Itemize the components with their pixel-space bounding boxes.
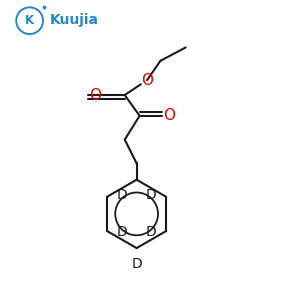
Text: K: K bbox=[25, 14, 34, 27]
Text: D: D bbox=[146, 188, 156, 202]
Text: Kuujia: Kuujia bbox=[50, 13, 99, 27]
Text: D: D bbox=[117, 188, 128, 202]
Text: O: O bbox=[141, 73, 153, 88]
Text: O: O bbox=[89, 88, 101, 103]
Text: D: D bbox=[131, 256, 142, 271]
Text: O: O bbox=[163, 108, 175, 123]
Text: D: D bbox=[117, 226, 128, 239]
Text: D: D bbox=[146, 226, 156, 239]
